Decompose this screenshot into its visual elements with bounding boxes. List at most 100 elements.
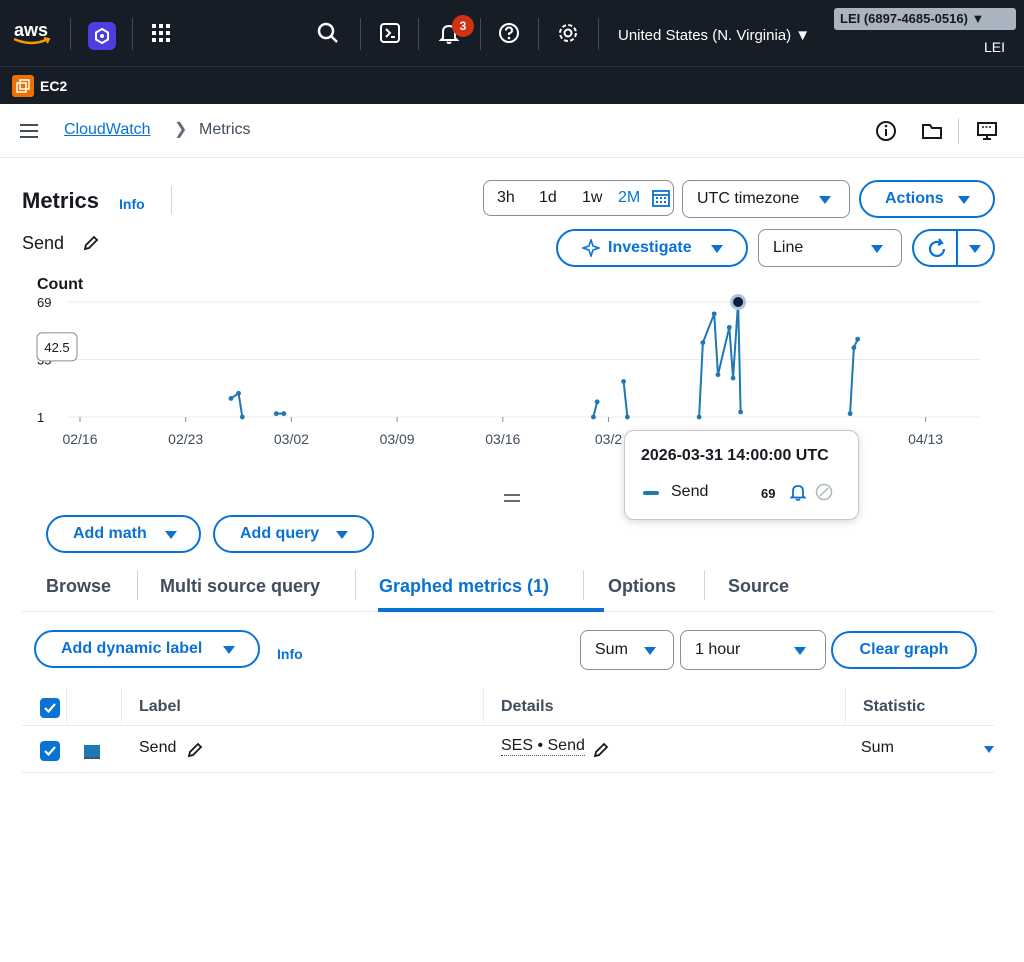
series-line-segment bbox=[237, 393, 244, 418]
hover-value-box bbox=[36, 332, 78, 362]
resize-handle[interactable] bbox=[504, 494, 520, 502]
hide-series-icon[interactable] bbox=[815, 483, 833, 501]
column-header-statistic[interactable]: Statistic bbox=[863, 698, 926, 715]
aws-logo[interactable]: aws bbox=[12, 20, 54, 46]
edit-details-pencil-icon[interactable] bbox=[592, 741, 610, 759]
graph-title: Send bbox=[22, 233, 65, 253]
chevron-down-icon bbox=[711, 245, 723, 253]
chevron-down-icon bbox=[794, 647, 806, 655]
refresh-options-chevron-icon[interactable] bbox=[969, 245, 981, 253]
breadcrumb-cloudwatch-link[interactable]: CloudWatch bbox=[64, 121, 151, 138]
folder-icon[interactable] bbox=[921, 120, 943, 142]
data-point bbox=[700, 340, 706, 345]
user-name[interactable]: LEI bbox=[983, 39, 1005, 55]
x-tick-label: 02/16 bbox=[62, 431, 97, 447]
data-point bbox=[624, 414, 630, 420]
add-math-label: Add math bbox=[73, 525, 147, 542]
statistic-chevron-down-icon[interactable] bbox=[984, 746, 994, 753]
x-tick-label: 03/02 bbox=[274, 431, 309, 447]
add-query-button[interactable]: Add query bbox=[213, 515, 374, 553]
tab-options[interactable]: Options bbox=[608, 576, 676, 596]
row-label: Send bbox=[139, 739, 177, 756]
display-settings-icon[interactable] bbox=[976, 120, 998, 142]
tab-source[interactable]: Source bbox=[728, 576, 790, 596]
row-checkbox[interactable] bbox=[40, 741, 60, 761]
service-favorites-bar: EC2 bbox=[0, 66, 1024, 104]
highlight-point bbox=[733, 297, 744, 307]
select-all-checkbox[interactable] bbox=[40, 698, 60, 718]
cloudshell-icon[interactable] bbox=[377, 20, 403, 46]
actions-button[interactable]: Actions bbox=[859, 180, 995, 218]
data-point bbox=[730, 375, 736, 381]
column-header-label[interactable]: Label bbox=[139, 698, 181, 715]
ec2-icon[interactable] bbox=[12, 75, 34, 97]
info-circle-icon[interactable] bbox=[875, 120, 897, 142]
tab-multi-source-query[interactable]: Multi source query bbox=[160, 576, 321, 596]
timezone-select[interactable]: UTC timezone bbox=[682, 180, 850, 218]
time-range-2m[interactable]: 2M bbox=[618, 189, 641, 206]
tooltip-value: 69 bbox=[761, 486, 776, 501]
series-line-segment bbox=[717, 327, 731, 375]
period-select[interactable]: 1 hour bbox=[680, 630, 826, 670]
add-dynamic-label-text: Add dynamic label bbox=[61, 640, 203, 657]
dynamic-label-info-link[interactable]: Info bbox=[277, 646, 303, 662]
data-point bbox=[236, 390, 241, 396]
services-grid-icon[interactable] bbox=[148, 20, 174, 46]
account-selector[interactable]: LEI (6897-4685-0516) ▼ bbox=[834, 8, 1016, 30]
add-math-button[interactable]: Add math bbox=[46, 515, 201, 553]
chevron-down-icon bbox=[165, 531, 177, 539]
tooltip-series-name: Send bbox=[671, 483, 709, 500]
settings-gear-icon[interactable] bbox=[555, 20, 581, 46]
checkmark-icon bbox=[44, 746, 56, 757]
calendar-icon[interactable] bbox=[652, 189, 670, 207]
edit-pencil-icon[interactable] bbox=[82, 234, 100, 252]
add-dynamic-label-button[interactable]: Add dynamic label bbox=[34, 630, 260, 668]
app-switcher-icon[interactable] bbox=[88, 22, 116, 50]
region-selector[interactable]: United States (N. Virginia) ▼ bbox=[618, 27, 811, 44]
actions-button-label: Actions bbox=[885, 190, 944, 207]
data-point bbox=[851, 345, 857, 351]
help-icon[interactable] bbox=[496, 20, 522, 46]
series-line-segment bbox=[713, 313, 719, 375]
add-query-label: Add query bbox=[240, 525, 320, 542]
column-header-details[interactable]: Details bbox=[501, 698, 554, 715]
refresh-icon[interactable] bbox=[926, 238, 948, 260]
tab-browse[interactable]: Browse bbox=[46, 576, 112, 596]
info-link[interactable]: Info bbox=[119, 196, 145, 212]
graph-type-select[interactable]: Line bbox=[758, 229, 902, 267]
breadcrumb-current: Metrics bbox=[199, 121, 251, 138]
data-point bbox=[855, 336, 861, 342]
statistic-select[interactable]: Sum bbox=[580, 630, 674, 670]
time-range-3h[interactable]: 3h bbox=[497, 189, 515, 206]
tooltip-series-swatch bbox=[643, 491, 659, 495]
sparkle-icon bbox=[582, 239, 600, 257]
investigate-button-label: Investigate bbox=[608, 239, 692, 256]
investigate-button[interactable]: Investigate bbox=[556, 229, 748, 267]
table-row: Send SES • Send Sum bbox=[22, 727, 994, 773]
tab-graphed-metrics[interactable]: Graphed metrics (1) bbox=[379, 576, 550, 596]
x-tick-label: 03/2 bbox=[595, 431, 622, 447]
series-color-swatch[interactable] bbox=[84, 745, 100, 759]
y-tick-label: 69 bbox=[37, 295, 51, 310]
series-line-segment bbox=[737, 301, 742, 412]
series-line-segment bbox=[698, 342, 704, 418]
y-tick-label: 1 bbox=[37, 410, 44, 425]
data-point bbox=[696, 414, 702, 420]
menu-hamburger-icon[interactable] bbox=[20, 124, 38, 138]
alarm-bell-icon[interactable] bbox=[789, 483, 807, 501]
search-icon[interactable] bbox=[315, 20, 341, 46]
time-range-1w[interactable]: 1w bbox=[582, 189, 603, 206]
time-range-1d[interactable]: 1d bbox=[539, 189, 557, 206]
aws-logo-text: aws bbox=[14, 20, 49, 40]
series-line-segment bbox=[849, 347, 855, 414]
data-point bbox=[726, 324, 732, 330]
series-line-segment bbox=[622, 381, 629, 418]
x-tick-label: 03/09 bbox=[380, 431, 415, 447]
data-point bbox=[281, 411, 287, 417]
breadcrumb-chevron-icon: ❯ bbox=[174, 121, 188, 138]
clear-graph-button[interactable]: Clear graph bbox=[831, 631, 977, 669]
refresh-button-group bbox=[912, 229, 995, 267]
row-details[interactable]: SES • Send bbox=[501, 737, 585, 756]
ec2-shortcut-label[interactable]: EC2 bbox=[40, 78, 68, 94]
edit-label-pencil-icon[interactable] bbox=[186, 741, 204, 759]
